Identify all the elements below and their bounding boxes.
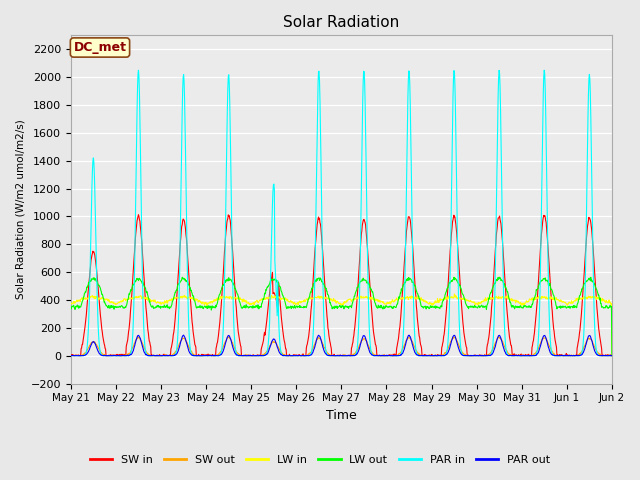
Title: Solar Radiation: Solar Radiation [284,15,399,30]
LW in [67,300,75,306]
SW out [490,346,497,351]
SW in [69,353,77,359]
LW out [547,284,554,289]
PAR in [608,353,616,359]
LW out [608,353,616,359]
SW out [608,353,616,359]
LW in [608,353,616,359]
LW in [546,296,554,301]
SW in [67,352,75,358]
PAR out [547,350,555,356]
PAR in [396,352,404,358]
Line: LW out: LW out [71,277,612,356]
Line: SW in: SW in [71,215,612,356]
PAR out [152,353,159,359]
LW out [546,280,554,286]
SW in [152,353,160,359]
Line: PAR out: PAR out [71,335,612,356]
PAR out [490,348,498,353]
LW out [489,284,497,290]
LW out [396,293,404,299]
Legend: SW in, SW out, LW in, LW out, PAR in, PAR out: SW in, SW out, LW in, LW out, PAR in, PA… [86,451,554,469]
PAR in [126,352,134,358]
Line: LW in: LW in [71,294,612,356]
PAR out [608,353,616,359]
SW in [134,212,142,217]
X-axis label: Time: Time [326,409,356,422]
LW in [451,291,458,297]
PAR out [127,351,134,357]
LW in [490,295,497,300]
SW out [67,353,75,359]
PAR out [67,353,75,359]
PAR out [397,352,404,358]
PAR out [67,353,75,359]
PAR in [151,353,159,359]
PAR in [67,353,75,359]
Text: DC_met: DC_met [74,41,127,54]
SW out [397,350,404,356]
PAR out [180,332,188,338]
PAR in [547,338,554,344]
Y-axis label: Solar Radiation (W/m2 umol/m2/s): Solar Radiation (W/m2 umol/m2/s) [15,120,25,300]
SW in [547,281,554,287]
SW out [546,344,554,350]
LW in [396,296,404,301]
LW in [151,297,159,303]
SW out [547,345,554,350]
SW in [608,353,616,359]
LW out [126,289,134,295]
LW out [496,274,504,280]
PAR out [547,350,554,356]
LW in [547,294,554,300]
LW out [67,305,75,311]
PAR in [540,67,548,73]
PAR in [546,330,554,336]
SW in [547,288,555,294]
LW out [151,305,159,311]
PAR in [489,340,497,346]
Line: PAR in: PAR in [71,70,612,356]
SW out [126,350,134,356]
SW in [397,313,404,319]
SW in [127,308,134,314]
Line: SW out: SW out [71,337,612,356]
SW out [225,334,233,340]
SW in [490,271,498,276]
SW out [151,352,159,358]
LW in [126,295,134,301]
